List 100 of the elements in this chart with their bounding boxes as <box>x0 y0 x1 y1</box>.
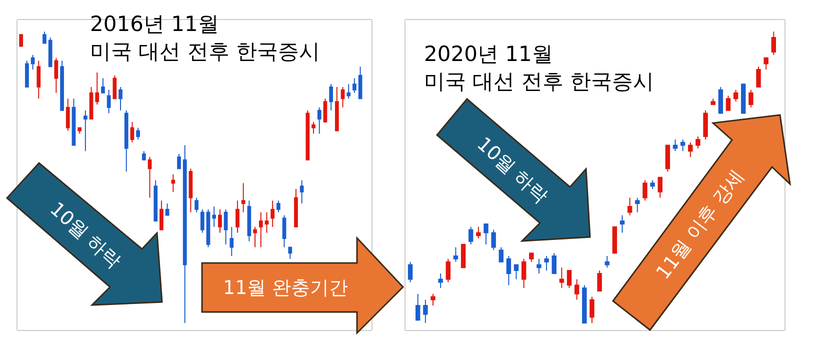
candlestick <box>200 208 204 234</box>
candlestick <box>247 200 252 242</box>
candlestick <box>476 226 481 240</box>
candlestick <box>36 60 41 100</box>
candlestick <box>224 208 228 245</box>
candlestick <box>552 252 556 274</box>
candlestick <box>416 293 420 321</box>
candlestick <box>430 293 436 306</box>
candlestick <box>710 98 716 105</box>
candlestick <box>72 98 76 146</box>
candlestick <box>83 110 88 152</box>
candlestick <box>323 98 328 122</box>
candlestick <box>241 182 246 213</box>
candlestick <box>270 200 275 228</box>
candlestick <box>491 229 496 251</box>
candlestick <box>733 89 738 102</box>
candlestick <box>142 150 146 160</box>
candlestick <box>604 256 610 268</box>
candlestick <box>329 84 333 111</box>
candlestick <box>688 142 693 158</box>
candlestick <box>177 154 181 170</box>
candlestick <box>101 78 105 94</box>
candlestick <box>741 84 746 114</box>
candlestick <box>665 144 670 172</box>
candlestick <box>264 212 269 234</box>
candlestick <box>696 136 700 149</box>
candlestick <box>165 203 170 216</box>
candlestick <box>288 246 292 260</box>
candlestick <box>206 208 210 248</box>
candlestick <box>253 226 257 248</box>
candlestick <box>536 258 542 274</box>
candlestick <box>453 246 458 262</box>
candlestick <box>54 57 58 94</box>
candlestick <box>559 267 564 289</box>
candlestick <box>130 121 134 143</box>
candlestick <box>334 86 339 132</box>
candlestick <box>423 299 428 324</box>
candlestick <box>230 226 234 256</box>
candlestick <box>544 256 549 272</box>
candlestick <box>484 223 488 245</box>
candlestick <box>726 95 731 111</box>
candlestick <box>154 180 158 222</box>
candlestick <box>294 188 298 228</box>
candlestick <box>590 296 594 324</box>
candlestick <box>408 261 413 283</box>
candlestick <box>160 200 164 230</box>
candlestick <box>212 206 216 228</box>
candlestick <box>468 226 474 245</box>
candlestick <box>718 86 724 114</box>
candlestick <box>514 264 519 280</box>
candlestick <box>112 74 117 100</box>
candlestick <box>627 197 632 216</box>
candlestick <box>188 168 193 213</box>
candlestick <box>171 174 176 192</box>
candlestick <box>312 121 316 134</box>
candlestick <box>48 36 52 68</box>
candlestick <box>597 270 602 292</box>
candlestick <box>300 180 304 204</box>
candlestick <box>276 200 280 213</box>
candlestick <box>529 252 534 262</box>
candlestick <box>446 258 450 283</box>
candlestick <box>194 197 198 213</box>
annotation: 11월 완충기간 <box>223 277 348 299</box>
candlestick <box>30 54 35 70</box>
candlestick <box>78 127 82 134</box>
candlestick <box>574 278 580 300</box>
candlestick <box>498 246 504 262</box>
candlestick <box>218 208 222 234</box>
candlestick <box>25 60 29 88</box>
candlestick <box>19 34 24 47</box>
candlestick <box>340 86 345 108</box>
chart-title: 2016년 11월 미국 대선 전후 한국증시 <box>90 12 320 64</box>
candlestick <box>136 127 140 140</box>
candlestick <box>42 31 46 44</box>
candlestick <box>506 256 512 286</box>
candlestick <box>756 66 761 88</box>
text: 2020년 11월 미국 대선 전후 한국증시 <box>424 42 654 94</box>
candlestick <box>658 176 662 198</box>
candlestick <box>680 138 686 152</box>
candlestick <box>148 156 152 198</box>
candlestick <box>358 66 362 100</box>
candlestick <box>106 89 111 114</box>
candlestick <box>258 212 263 248</box>
candlestick <box>748 89 754 108</box>
candlestick <box>66 98 70 132</box>
candlestick <box>582 284 587 324</box>
candlestick <box>317 106 322 134</box>
candlestick <box>635 197 640 213</box>
candlestick <box>620 214 625 234</box>
candlestick <box>118 86 122 111</box>
candlestick <box>642 180 648 202</box>
candlestick <box>672 138 678 152</box>
candlestick <box>236 200 240 234</box>
candlestick <box>182 144 187 324</box>
candlestick <box>438 272 443 289</box>
candlestick <box>282 214 286 248</box>
candlestick <box>346 84 351 100</box>
candlestick <box>460 244 466 268</box>
candlestick <box>612 226 618 254</box>
candlestick <box>771 31 776 56</box>
